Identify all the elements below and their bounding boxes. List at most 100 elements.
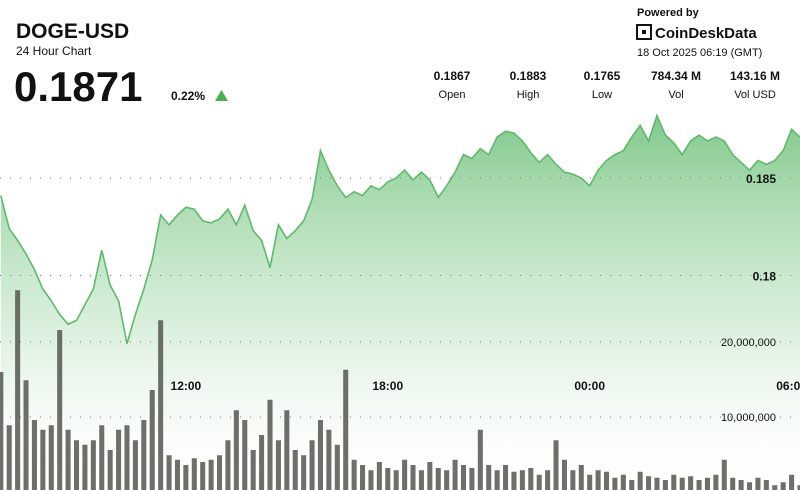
volume-bar: [721, 459, 727, 490]
stat-label: Vol USD: [734, 89, 776, 101]
volume-bar: [107, 450, 113, 490]
volume-bar: [486, 465, 492, 490]
volume-bar: [730, 477, 736, 490]
stat-value: 0.1883: [510, 69, 547, 83]
volume-bar: [99, 425, 105, 490]
volume-bar: [536, 474, 542, 490]
volume-bar: [704, 477, 710, 490]
volume-bar: [292, 450, 298, 490]
stat-label: Low: [592, 89, 612, 101]
y-tick-label: 0.185: [746, 172, 776, 186]
volume-bar: [578, 465, 584, 490]
y2-tick-label: 10,000,000: [721, 412, 776, 424]
price: 0.1871: [14, 63, 142, 110]
powered-by: Powered by: [637, 7, 700, 19]
volume-bar: [31, 420, 37, 490]
volume-bar: [469, 468, 475, 490]
volume-bar: [637, 471, 643, 490]
volume-bar: [326, 429, 332, 490]
volume-bar: [629, 480, 635, 490]
x-tick-label: 06:00: [776, 379, 800, 393]
volume-bar: [738, 480, 744, 490]
volume-bar: [48, 425, 54, 490]
volume-bar: [587, 474, 593, 490]
x-tick-label: 00:00: [574, 379, 605, 393]
volume-bar: [275, 440, 281, 490]
volume-bar: [452, 459, 458, 490]
brand-logo: [636, 24, 652, 40]
volume-bar: [267, 399, 273, 490]
volume-bar: [141, 420, 147, 490]
x-tick-label: 12:00: [171, 379, 202, 393]
volume-bar: [797, 485, 800, 490]
volume-bar: [418, 470, 424, 490]
volume-bar: [301, 455, 307, 490]
x-tick-label: 18:00: [372, 379, 403, 393]
volume-bar: [334, 444, 340, 490]
volume-bar: [242, 420, 248, 490]
volume-bar: [0, 372, 4, 490]
volume-bar: [570, 470, 576, 490]
volume-bar: [688, 476, 694, 490]
volume-bar: [23, 380, 29, 490]
volume-bar: [225, 440, 231, 490]
volume-bar: [620, 474, 626, 490]
volume-bar: [40, 429, 46, 490]
volume-bar: [679, 477, 685, 490]
volume-bar: [519, 470, 525, 490]
volume-bar: [595, 470, 601, 490]
volume-bar: [124, 425, 130, 490]
volume-bar: [90, 440, 96, 490]
price-area: [0, 115, 800, 490]
volume-bar: [393, 470, 399, 490]
volume-bar: [528, 468, 534, 490]
volume-bar: [15, 290, 21, 490]
stat-label: Vol: [668, 89, 683, 101]
symbol: DOGE-USD: [16, 20, 129, 43]
volume-bar: [65, 429, 71, 490]
volume-bar: [57, 330, 63, 490]
stat-label: Open: [439, 89, 466, 101]
change: 0.22%: [171, 89, 205, 103]
volume-bar: [183, 465, 189, 490]
volume-bar: [385, 468, 391, 490]
volume-bar: [646, 476, 652, 490]
subtitle: 24 Hour Chart: [16, 44, 92, 58]
volume-bar: [553, 440, 559, 490]
volume-bar: [612, 477, 618, 490]
stat-value: 0.1867: [434, 69, 471, 83]
volume-bar: [6, 425, 12, 490]
volume-bar: [376, 462, 382, 490]
volume-bar: [444, 470, 450, 490]
volume-bar: [662, 480, 668, 490]
volume-bar: [603, 471, 610, 490]
volume-bar: [259, 435, 265, 490]
timestamp: 18 Oct 2025 06:19 (GMT): [637, 47, 762, 59]
volume-bar: [772, 485, 778, 490]
volume-bar: [233, 410, 239, 490]
volume-bar: [494, 470, 500, 490]
volume-bar: [250, 450, 256, 490]
stat-value: 0.1765: [584, 69, 621, 83]
volume-bar: [503, 465, 509, 490]
volume-bar: [351, 459, 357, 490]
volume-bar: [343, 369, 349, 490]
volume-bar: [82, 444, 88, 490]
price-line: [0, 113, 800, 344]
volume-bar: [763, 480, 769, 490]
volume-bar: [713, 474, 719, 490]
volume-bar: [317, 420, 324, 490]
volume-bar: [200, 462, 206, 490]
volume-bar: [511, 471, 517, 490]
volume-bar: [73, 440, 80, 490]
up-arrow: [215, 90, 228, 101]
volume-bar: [654, 477, 660, 490]
volume-bar: [427, 462, 433, 490]
stats: 0.1867 Open 0.1883 High 0.1765 Low 784.34 M Vol…: [434, 69, 780, 101]
stat-label: High: [517, 89, 540, 101]
volume-bar: [116, 429, 122, 490]
y2-tick-label: 20,000,000: [721, 337, 776, 349]
volume-bar: [747, 482, 753, 490]
volume-bar: [368, 470, 374, 490]
